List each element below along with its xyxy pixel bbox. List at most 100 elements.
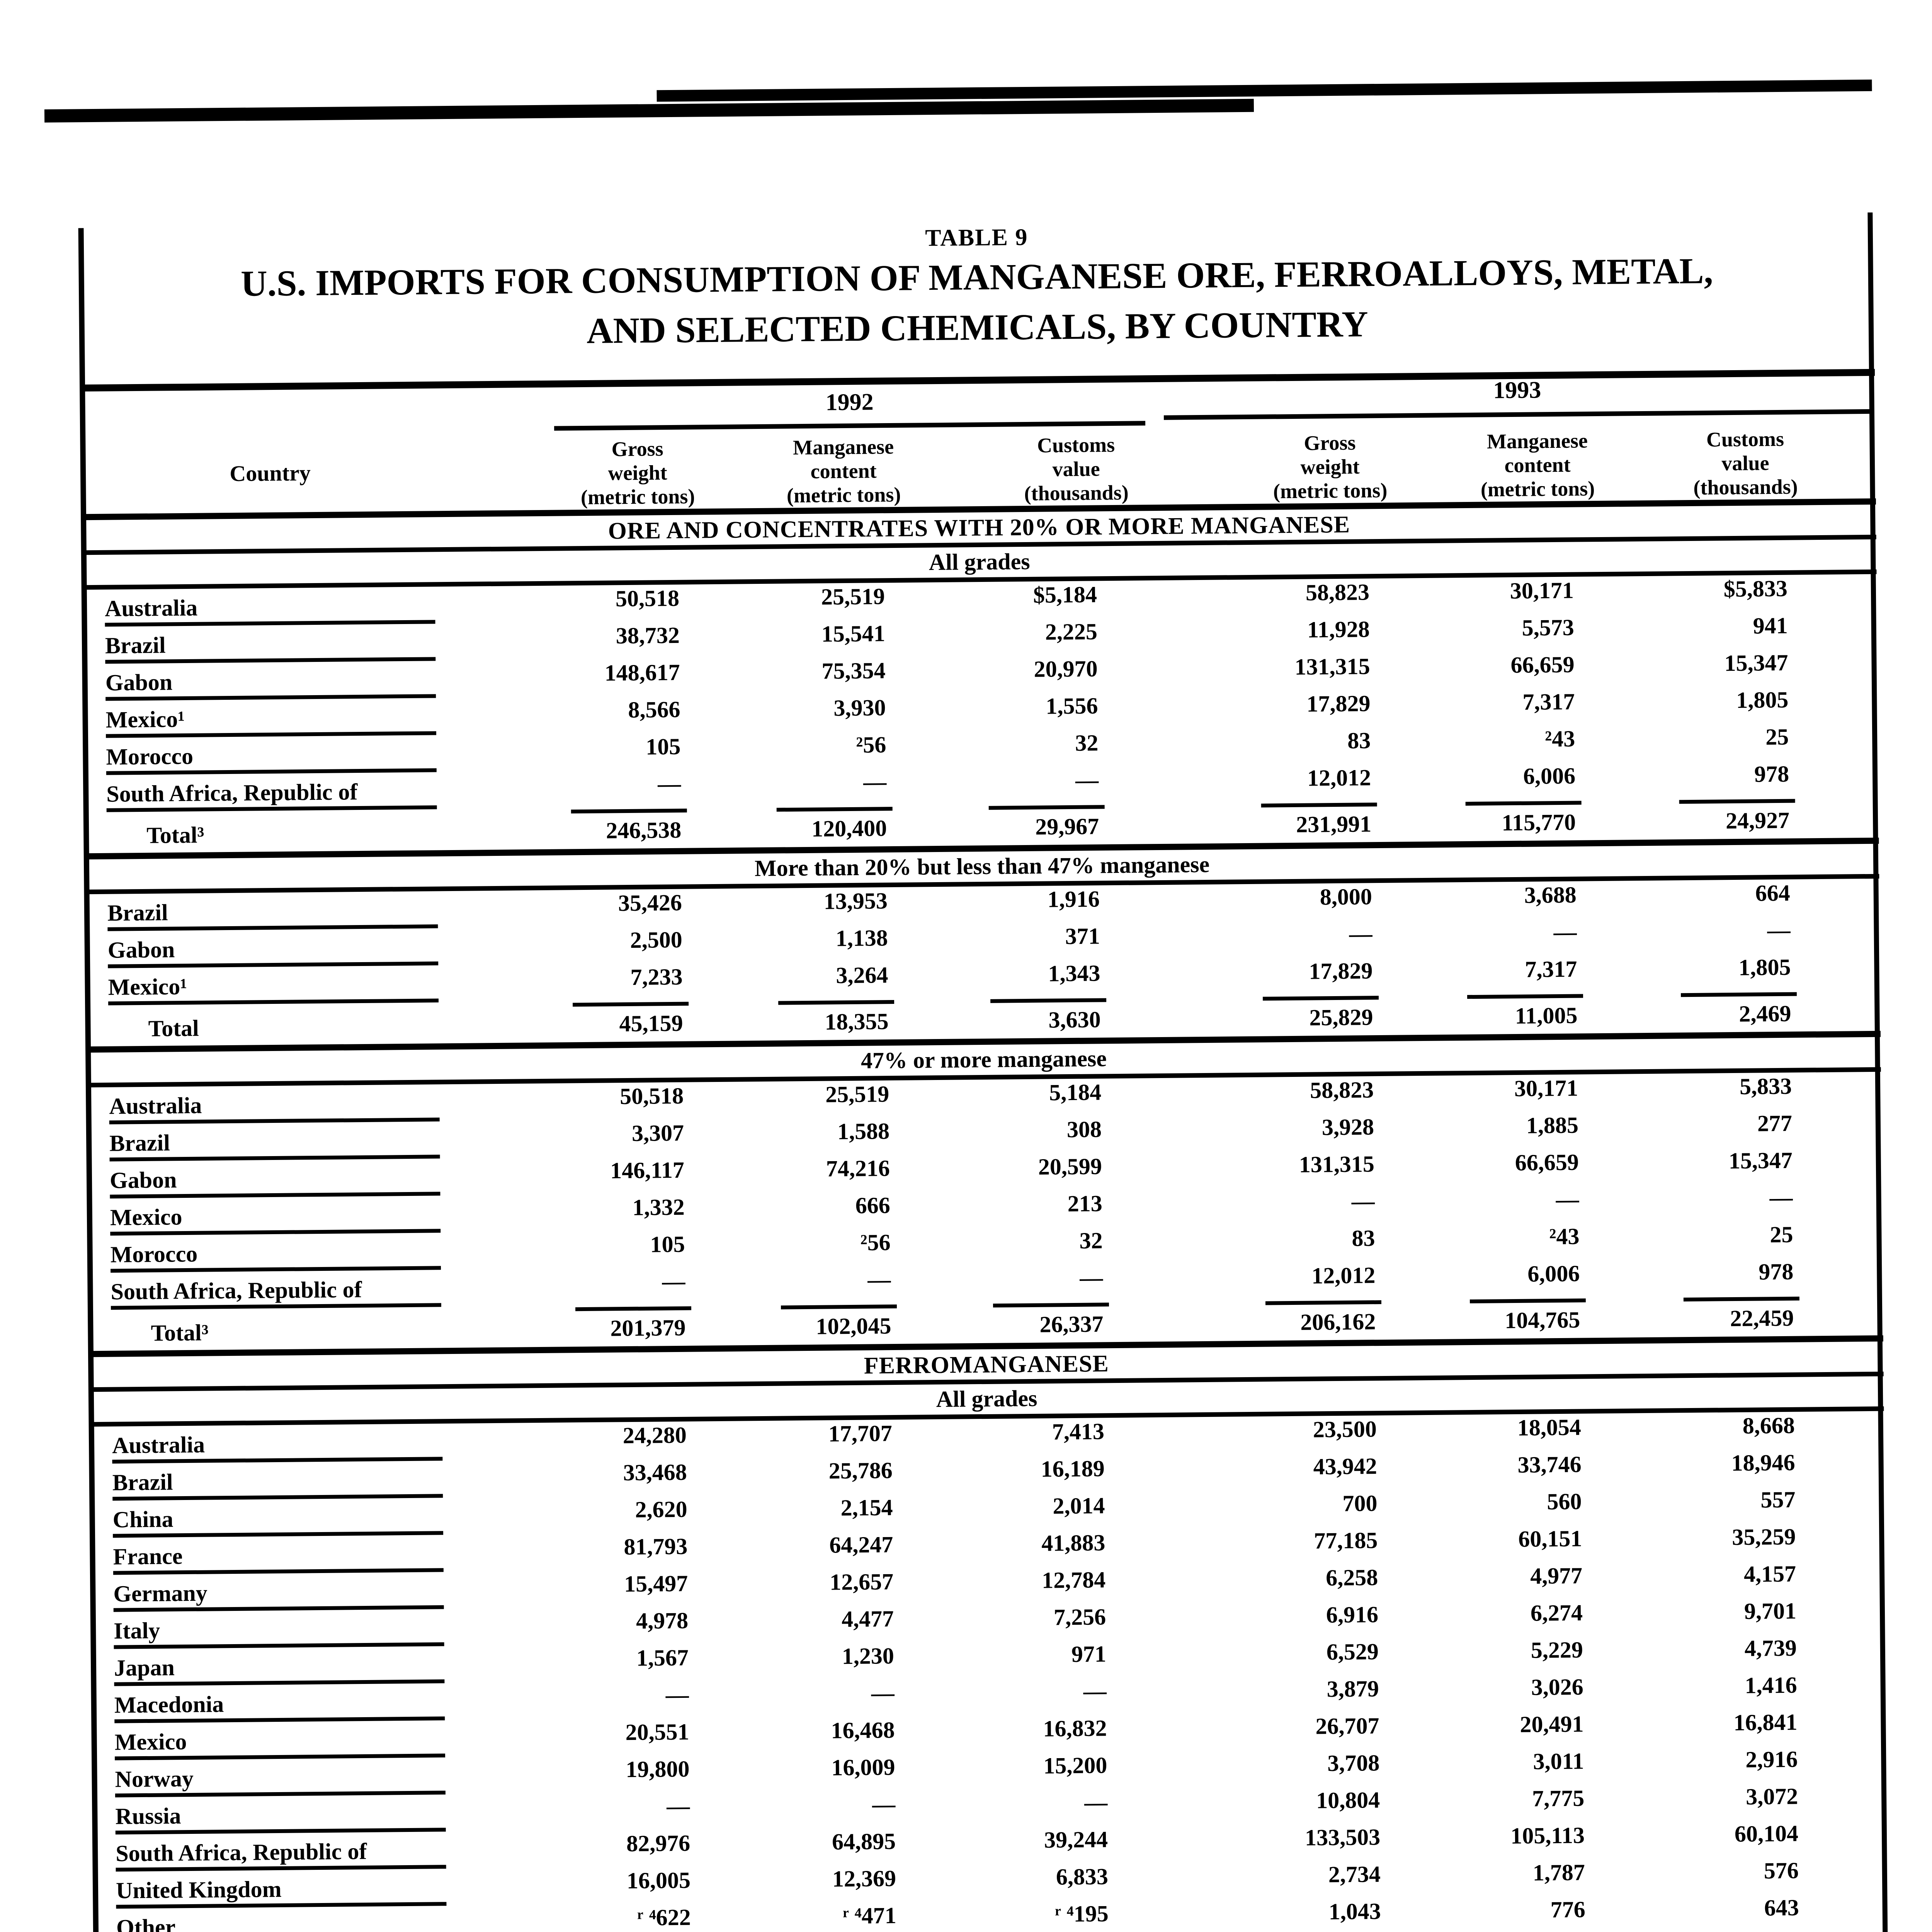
- country-label: Gabon: [105, 669, 173, 696]
- value-cell: ²43: [1544, 726, 1575, 752]
- value-cell: 7,233: [630, 964, 683, 990]
- value-cell: —: [1080, 1265, 1103, 1291]
- total-sum-rule: [1467, 994, 1583, 999]
- value-cell: 11,005: [1515, 1002, 1578, 1029]
- value-cell: 6,006: [1523, 763, 1576, 789]
- country-label: Australia: [112, 1432, 205, 1458]
- value-cell: —: [657, 770, 681, 797]
- value-cell: 58,823: [1310, 1077, 1374, 1103]
- value-cell: 15,347: [1728, 1147, 1793, 1174]
- value-cell: 6,833: [1056, 1864, 1109, 1890]
- col-header-line: (thousands): [1024, 481, 1129, 505]
- value-cell: —: [867, 1267, 891, 1293]
- total-sum-rule: [781, 1304, 897, 1310]
- value-cell: 4,978: [636, 1607, 689, 1634]
- table-header: 1992 1993 Country Gross weight (metric t…: [81, 369, 1876, 520]
- value-cell: 115,770: [1502, 809, 1576, 836]
- total-sum-rule: [776, 807, 893, 812]
- total-sum-rule: [571, 808, 687, 814]
- country-label: Macedonia: [114, 1691, 224, 1718]
- country-label: Italy: [113, 1617, 160, 1644]
- value-cell: 35,426: [618, 889, 682, 916]
- value-cell: 7,317: [1522, 689, 1575, 715]
- value-cell: 43,942: [1313, 1453, 1377, 1480]
- value-cell: 25: [1770, 1221, 1793, 1248]
- value-cell: 7,317: [1525, 956, 1577, 982]
- value-cell: —: [1769, 1184, 1793, 1211]
- value-cell: 2,469: [1739, 1000, 1791, 1027]
- value-cell: 1,043: [1328, 1898, 1381, 1925]
- value-cell: 6,006: [1527, 1260, 1580, 1287]
- value-cell: 2,225: [1045, 619, 1098, 645]
- value-cell: 5,833: [1739, 1073, 1792, 1099]
- value-cell: 105,113: [1510, 1822, 1585, 1849]
- year-1992-underline: [554, 421, 1146, 431]
- value-cell: 11,928: [1307, 616, 1370, 643]
- value-cell: 25,829: [1309, 1004, 1373, 1031]
- total-sum-rule: [993, 1303, 1109, 1308]
- value-cell: 148,617: [604, 659, 680, 686]
- col-header-line: value: [1052, 457, 1100, 481]
- value-cell: 1,787: [1532, 1859, 1585, 1886]
- year-1993-underline: [1163, 409, 1871, 420]
- country-label: Brazil: [107, 900, 168, 926]
- value-cell: 33,468: [623, 1459, 687, 1486]
- value-cell: 60,104: [1734, 1820, 1799, 1847]
- country-label: Mexico¹: [105, 706, 185, 733]
- total-sum-rule: [1261, 803, 1377, 808]
- value-cell: 8,000: [1320, 884, 1372, 910]
- value-cell: 30,171: [1510, 577, 1574, 604]
- value-cell: 666: [855, 1192, 890, 1218]
- col-header-line: Manganese: [793, 435, 894, 459]
- value-cell: 12,369: [832, 1866, 896, 1892]
- value-cell: 4,157: [1743, 1561, 1796, 1587]
- value-cell: 16,841: [1733, 1709, 1798, 1736]
- value-cell: 3,026: [1531, 1674, 1583, 1700]
- country-label: Brazil: [112, 1469, 173, 1495]
- value-cell: ʳ ⁴195: [1055, 1901, 1109, 1927]
- value-cell: 81,793: [624, 1533, 688, 1560]
- value-cell: 7,256: [1053, 1604, 1106, 1630]
- value-cell: 66,659: [1515, 1149, 1579, 1175]
- value-cell: 133,503: [1304, 1824, 1381, 1850]
- year-header-1993: 1993: [1493, 377, 1541, 404]
- country-label: Mexico: [114, 1729, 187, 1755]
- page-title-line2: AND SELECTED CHEMICALS, BY COUNTRY: [586, 303, 1369, 351]
- country-label: Total: [148, 1015, 199, 1041]
- value-cell: 75,354: [821, 658, 886, 684]
- value-cell: 3,072: [1745, 1783, 1798, 1810]
- value-cell: 26,337: [1039, 1311, 1104, 1337]
- country-label: Brazil: [109, 1130, 170, 1156]
- value-cell: 2,916: [1745, 1746, 1798, 1772]
- value-cell: 664: [1755, 880, 1791, 906]
- value-cell: 102,045: [816, 1313, 891, 1339]
- value-cell: 10,804: [1316, 1787, 1380, 1813]
- value-cell: 50,518: [619, 1083, 684, 1109]
- value-cell: 4,977: [1530, 1563, 1583, 1589]
- country-label: Total³: [146, 822, 204, 848]
- value-cell: 18,054: [1517, 1414, 1582, 1440]
- value-cell: 5,229: [1531, 1637, 1583, 1663]
- value-cell: $5,184: [1033, 582, 1097, 608]
- value-cell: 3,630: [1048, 1007, 1101, 1033]
- country-label: Mexico¹: [108, 973, 187, 1000]
- value-cell: 5,573: [1522, 614, 1575, 641]
- value-cell: 277: [1757, 1110, 1793, 1136]
- value-cell: 9,701: [1744, 1598, 1797, 1624]
- value-cell: 35,259: [1731, 1524, 1796, 1550]
- value-cell: 1,805: [1736, 687, 1789, 713]
- value-cell: ²43: [1549, 1223, 1580, 1250]
- value-cell: 978: [1759, 1259, 1794, 1285]
- value-cell: 66,659: [1510, 651, 1575, 678]
- country-label: France: [113, 1543, 183, 1570]
- value-cell: 1,230: [842, 1643, 895, 1669]
- value-cell: 2,620: [635, 1496, 687, 1522]
- value-cell: 16,468: [831, 1717, 895, 1743]
- col-header-line: (thousands): [1693, 475, 1798, 499]
- value-cell: 3,928: [1321, 1114, 1374, 1140]
- country-label: Norway: [115, 1765, 194, 1792]
- value-cell: 20,970: [1034, 656, 1098, 682]
- value-cell: 1,138: [835, 925, 888, 951]
- value-cell: 20,491: [1520, 1711, 1584, 1737]
